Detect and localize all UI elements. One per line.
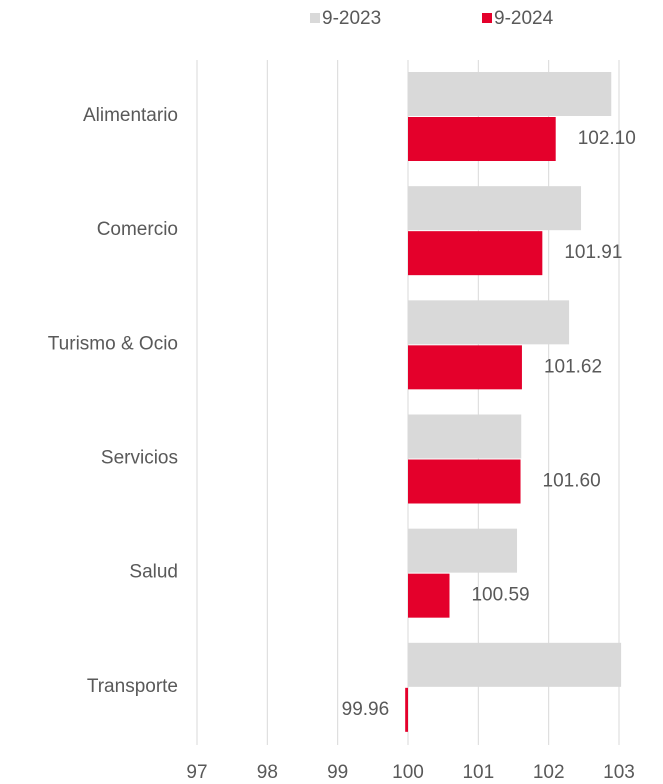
x-tick-label: 100 (392, 762, 424, 783)
data-label: 100.59 (471, 585, 529, 606)
data-label: 102.10 (578, 128, 636, 149)
data-label: 99.96 (342, 699, 390, 720)
y-tick-label: Comercio (97, 219, 178, 240)
bar (408, 117, 556, 161)
y-tick-label: Servicios (101, 448, 178, 469)
legend-swatch (310, 13, 320, 23)
x-tick-label: 103 (603, 762, 635, 783)
y-tick-label: Alimentario (83, 105, 178, 126)
x-tick-label: 98 (257, 762, 278, 783)
x-tick-label: 102 (533, 762, 565, 783)
y-tick-label: Salud (129, 562, 178, 583)
bar (408, 231, 543, 276)
legend-swatch (482, 13, 492, 23)
bar (408, 528, 518, 573)
legend-label: 9-2023 (322, 8, 381, 29)
x-tick-label: 99 (327, 762, 348, 783)
data-label: 101.62 (544, 356, 602, 377)
x-tick-label: 97 (186, 762, 207, 783)
bar (408, 573, 450, 618)
y-tick-label: Turismo & Ocio (48, 333, 178, 354)
bar (408, 186, 582, 231)
bar (408, 72, 612, 116)
bar (405, 687, 408, 732)
bar (408, 459, 521, 504)
data-label: 101.91 (564, 242, 622, 263)
data-label: 101.60 (543, 471, 601, 492)
bar (408, 345, 522, 390)
bar (408, 300, 570, 345)
bar (408, 642, 622, 687)
bar (408, 414, 522, 459)
y-tick-label: Transporte (87, 676, 178, 697)
x-tick-label: 101 (462, 762, 494, 783)
legend-label: 9-2024 (494, 8, 554, 29)
